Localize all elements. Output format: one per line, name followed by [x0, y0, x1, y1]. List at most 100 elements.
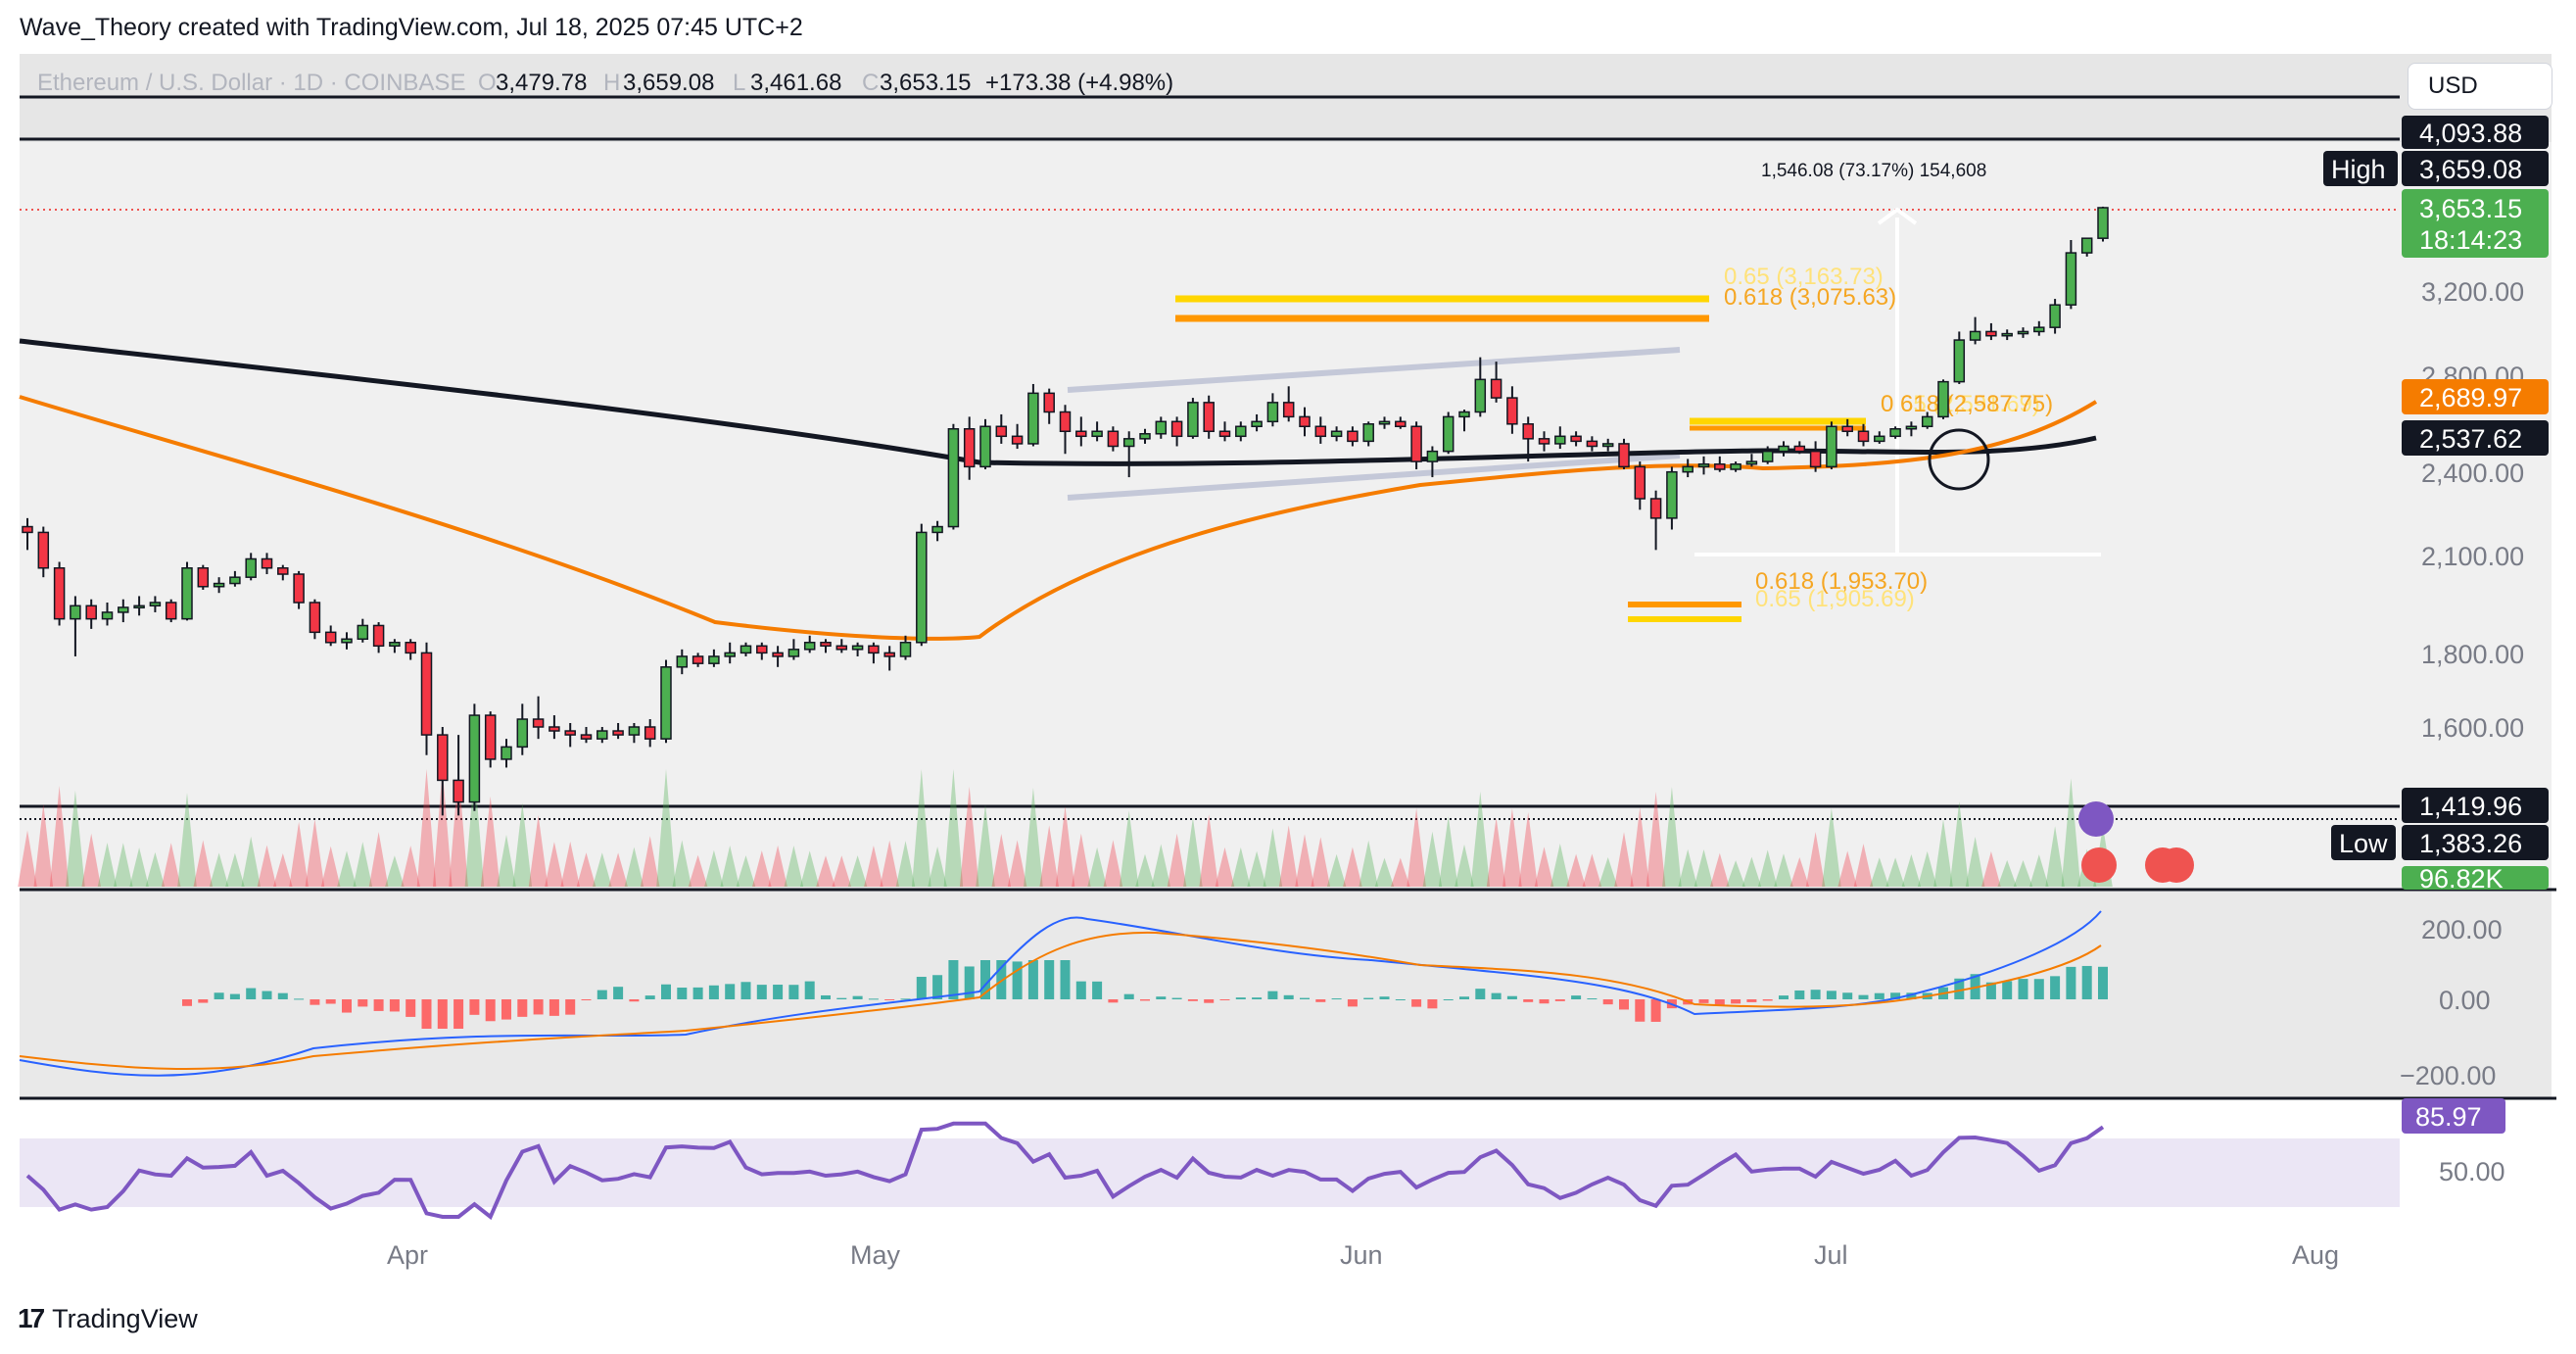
macd-bar — [1427, 999, 1438, 1009]
macd-bar — [629, 999, 640, 1002]
candle-body — [1937, 380, 1949, 418]
currency-selector[interactable]: USD — [2408, 63, 2552, 110]
candle-body — [357, 624, 369, 641]
price-label-low: 1,383.26 — [2419, 829, 2522, 858]
us-flag-icon — [2081, 847, 2117, 883]
macd-bar — [565, 999, 576, 1015]
volume-bar — [1326, 853, 1347, 887]
macd-bar — [1140, 999, 1150, 1001]
volume-bar — [752, 850, 772, 887]
candle-body — [835, 645, 848, 651]
candle-body — [1506, 397, 1518, 425]
macd-bar — [1411, 999, 1422, 1007]
candle-body — [787, 649, 800, 657]
candle-body — [1570, 435, 1582, 443]
volume-bar — [560, 841, 580, 887]
volume-bar — [864, 845, 883, 887]
macd-tick: 0.00 — [2439, 986, 2491, 1015]
candle-body — [1985, 330, 1997, 337]
macd-bar — [1379, 996, 1390, 999]
candle-body — [1889, 428, 1901, 438]
fib-lower-0618-label: 0.618 (1,953.70) — [1755, 568, 1928, 595]
macd-bar — [2081, 965, 2092, 999]
low-label: L — [733, 70, 745, 96]
open-value: 3,479.78 — [496, 70, 587, 96]
candle-body — [501, 746, 512, 760]
volume-bar — [1598, 857, 1618, 887]
channel-lower — [1067, 453, 1681, 501]
volume-bar — [2029, 854, 2049, 887]
low-value: 3,461.68 — [750, 70, 841, 96]
chart-caption: Wave_Theory created with TradingView.com… — [20, 14, 803, 41]
fib-mid-0618-label: 0.618 (2,587.75) — [1881, 391, 2053, 417]
candle-body — [1442, 415, 1455, 453]
fib-lower-065-label: 0.65 (1,905.69) — [1755, 586, 1915, 612]
macd-bar — [214, 992, 224, 999]
volume-bar — [640, 836, 660, 887]
macd-bar — [773, 985, 784, 999]
candle-body — [868, 645, 880, 654]
candle-body — [580, 734, 593, 740]
price-labels: 4,093.88 High 3,659.08 3,653.15 18:14:23… — [2323, 116, 2549, 1134]
volume-bar — [1103, 840, 1123, 887]
candle-body — [1203, 402, 1215, 433]
macd-bar — [1523, 999, 1534, 1002]
candle-body — [1953, 339, 1966, 383]
fib-upper-065-label: 0.65 (3,163.73) — [1724, 264, 1884, 290]
candle-body — [1139, 433, 1151, 440]
macd-bar — [1044, 960, 1055, 999]
candle-body — [1522, 423, 1534, 440]
macd-bar — [1300, 997, 1310, 999]
brand-name[interactable]: TradingView — [52, 1303, 198, 1333]
macd-bar — [1204, 999, 1215, 1003]
measure-arrow — [1877, 207, 1918, 225]
volume-bar — [528, 815, 549, 887]
x-label-jun: Jun — [1340, 1240, 1383, 1270]
volume-bar — [18, 830, 37, 887]
event-icons — [2078, 801, 2194, 883]
candle-body — [2033, 326, 2045, 333]
candle-body — [1395, 420, 1407, 428]
candle-body — [468, 714, 481, 803]
candle-body — [596, 730, 608, 740]
volume-bar — [832, 855, 852, 887]
candle-body — [708, 655, 720, 664]
macd-bar — [2098, 966, 2108, 999]
candle-body — [660, 666, 672, 740]
volume-bar — [1726, 860, 1745, 887]
macd-bar — [453, 999, 464, 1029]
volume-bar — [1007, 840, 1027, 887]
candle-body — [692, 655, 704, 664]
volume-bar — [1885, 857, 1905, 887]
ema-50-line — [19, 395, 2098, 641]
candle-body — [1826, 425, 1837, 468]
candle-body — [1649, 498, 1662, 519]
volume-bar — [97, 843, 118, 887]
volume-bar — [289, 821, 309, 887]
volume-bar — [320, 846, 341, 887]
macd-bar — [1650, 999, 1661, 1022]
macd-bar — [644, 995, 655, 999]
candle-body — [1682, 465, 1693, 473]
candle-body — [2001, 332, 2013, 337]
fib-labels: 0.65 (3,163.73) 0.618 (3,075.63) 0.65 (2… — [1724, 264, 2053, 612]
candle-body — [979, 425, 991, 468]
volume-bar — [1518, 811, 1538, 887]
candle-body — [1426, 450, 1439, 462]
price-label-high: 3,659.08 — [2419, 155, 2522, 184]
volume-bar — [129, 847, 149, 887]
volume-bar — [1295, 834, 1314, 887]
x-label-aug: Aug — [2292, 1240, 2339, 1270]
candle-body — [484, 714, 497, 760]
candle-body — [1218, 430, 1231, 438]
volume-bar — [464, 769, 485, 887]
macd-bar — [1506, 995, 1517, 999]
candle-body — [420, 652, 433, 736]
volume-bar — [1183, 817, 1203, 887]
candle-body — [1905, 425, 1918, 430]
macd-bar — [2033, 979, 2044, 999]
candle-body — [1793, 445, 1806, 453]
volume-bar — [1646, 791, 1666, 887]
volume-bar — [1933, 819, 1953, 887]
